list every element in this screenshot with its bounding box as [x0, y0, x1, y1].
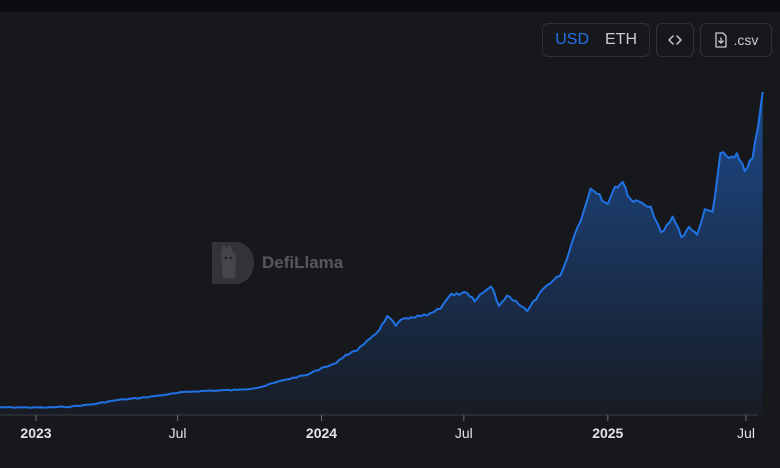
code-icon: [668, 35, 682, 45]
top-strip: [0, 0, 780, 12]
currency-toggle: USD ETH: [542, 23, 650, 57]
x-tick-label: Jul: [169, 425, 187, 441]
embed-button[interactable]: [656, 23, 694, 57]
csv-download-button[interactable]: .csv: [700, 23, 772, 57]
x-tick-label: 2024: [306, 425, 337, 441]
watermark-text: DefiLlama: [262, 253, 344, 272]
x-tick-label: Jul: [455, 425, 473, 441]
currency-eth-button[interactable]: ETH: [605, 31, 637, 48]
download-file-icon: [714, 32, 727, 48]
chart-toolbar: USD ETH .csv: [542, 23, 772, 57]
area-fill: [0, 92, 763, 415]
llama-logo-icon: [212, 242, 254, 284]
x-tick-label: Jul: [737, 425, 755, 441]
x-tick-label: 2023: [20, 425, 51, 441]
series-line: [0, 91, 764, 409]
currency-usd-button[interactable]: USD: [555, 31, 589, 48]
csv-label: .csv: [733, 32, 759, 48]
x-tick-label: 2025: [592, 425, 623, 441]
defillama-watermark: DefiLlama: [210, 238, 343, 288]
